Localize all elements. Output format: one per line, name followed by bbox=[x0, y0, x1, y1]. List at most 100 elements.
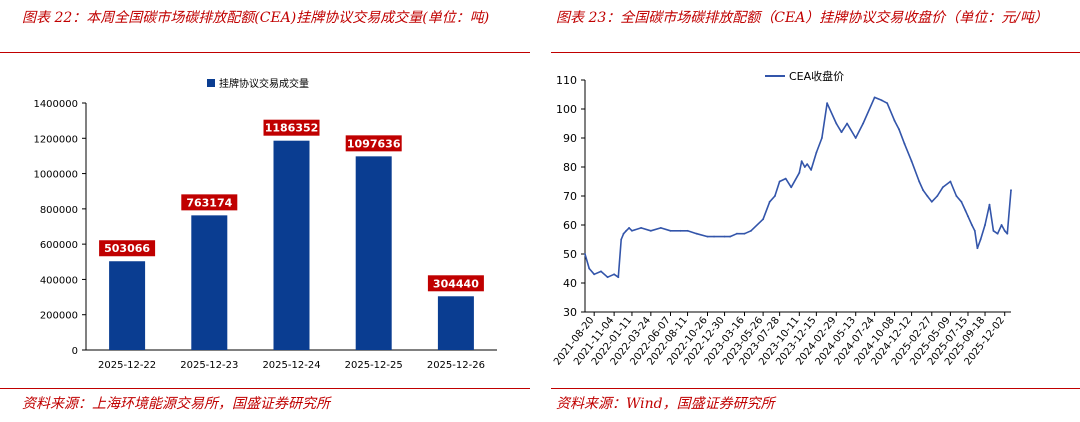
line-y-tick-label: 40 bbox=[563, 277, 577, 290]
line-point bbox=[815, 151, 818, 154]
bar-data-label: 1097636 bbox=[347, 137, 401, 150]
line-point bbox=[774, 195, 776, 197]
line-point bbox=[628, 227, 630, 229]
left-source-rule bbox=[0, 388, 530, 389]
line-y-tick-label: 80 bbox=[563, 161, 577, 174]
bar-y-tick-label: 600000 bbox=[40, 240, 78, 251]
bar-data-label: 763174 bbox=[186, 196, 232, 209]
line-point bbox=[617, 276, 620, 279]
line-point bbox=[713, 235, 715, 238]
bar-y-tick-label: 400000 bbox=[40, 275, 78, 286]
right-figure-title: 图表 23：全国碳市场碳排放配额（CEA）挂牌协议交易收盘价（单位：元/吨） bbox=[556, 10, 1049, 26]
right-figure-source: 资料来源：Wind，国盛证券研究所 bbox=[556, 396, 775, 412]
line-point bbox=[826, 102, 829, 105]
line-y-tick-label: 70 bbox=[563, 190, 577, 203]
line-point bbox=[735, 232, 738, 235]
line-point bbox=[798, 171, 801, 174]
line-point bbox=[743, 232, 746, 235]
line-point bbox=[941, 186, 944, 189]
line-point bbox=[930, 200, 933, 203]
bar-x-tick-label: 2025-12-23 bbox=[180, 360, 238, 371]
line-legend-label: CEA收盘价 bbox=[789, 69, 844, 83]
line-point bbox=[984, 224, 986, 226]
line-point bbox=[893, 119, 896, 122]
line-point bbox=[964, 209, 967, 212]
line-point bbox=[762, 218, 765, 221]
line-point bbox=[960, 200, 963, 203]
line-point bbox=[1003, 229, 1006, 232]
line-point bbox=[686, 229, 689, 232]
left-title-rule bbox=[0, 52, 530, 53]
line-point bbox=[992, 229, 995, 232]
line-point bbox=[886, 102, 889, 105]
bar-x-tick-label: 2025-12-22 bbox=[98, 360, 156, 371]
line-point bbox=[910, 160, 913, 163]
bar-y-tick-label: 1400000 bbox=[33, 99, 78, 110]
line-point bbox=[967, 215, 969, 218]
line-point bbox=[706, 235, 709, 238]
right-figure-panel: 图表 23：全国碳市场碳排放配额（CEA）挂牌协议交易收盘价（单位：元/吨） 3… bbox=[551, 0, 1080, 422]
bar-data-label: 503066 bbox=[104, 242, 150, 255]
line-point bbox=[971, 224, 973, 226]
line-y-tick-label: 50 bbox=[563, 248, 577, 261]
line-point bbox=[854, 137, 857, 139]
line-y-tick-label: 110 bbox=[556, 74, 577, 87]
line-point bbox=[679, 229, 682, 232]
line-point bbox=[898, 128, 900, 131]
bar-y-tick-label: 800000 bbox=[40, 205, 78, 216]
line-point bbox=[996, 232, 999, 235]
line-point bbox=[622, 232, 625, 235]
line-point bbox=[1000, 224, 1003, 226]
bar-data-label-bg bbox=[345, 135, 402, 152]
line-point bbox=[803, 166, 806, 168]
line-point bbox=[1010, 189, 1012, 192]
line-point bbox=[936, 195, 939, 197]
line-point bbox=[784, 177, 787, 180]
left-figure-title: 图表 22：本周全国碳市场碳排放配额(CEA)挂牌协议交易成交量(单位：吨) bbox=[22, 10, 490, 26]
line-chart: 304050607080901001102021-08-202021-11-04… bbox=[552, 69, 1012, 368]
bar-legend-swatch bbox=[207, 79, 215, 87]
line-point bbox=[922, 189, 925, 192]
line-point bbox=[649, 229, 652, 232]
line-point bbox=[620, 238, 623, 241]
line-point bbox=[806, 163, 809, 166]
bar bbox=[109, 261, 146, 350]
bar-x-tick-label: 2025-12-26 bbox=[427, 360, 485, 371]
line-point bbox=[593, 273, 596, 276]
line-point bbox=[918, 180, 921, 183]
line-point bbox=[976, 247, 979, 250]
bar-y-tick-label: 200000 bbox=[40, 311, 78, 322]
line-point bbox=[846, 122, 848, 125]
line-point bbox=[926, 195, 929, 197]
line-point bbox=[588, 267, 591, 270]
line-point bbox=[723, 235, 726, 238]
line-y-tick-label: 100 bbox=[556, 103, 577, 116]
line-point bbox=[1006, 232, 1009, 235]
bar-y-tick-label: 1000000 bbox=[33, 170, 78, 181]
line-point bbox=[625, 229, 628, 232]
bar-y-tick-label: 0 bbox=[72, 346, 78, 357]
line-point bbox=[973, 229, 976, 232]
left-figure-source: 资料来源：上海环境能源交易所，国盛证券研究所 bbox=[22, 396, 330, 412]
bar-y-tick-label: 1200000 bbox=[33, 134, 78, 145]
line-point bbox=[729, 235, 731, 238]
line-point bbox=[949, 180, 952, 183]
line-point bbox=[640, 227, 643, 229]
bar-data-label-bg bbox=[181, 194, 238, 211]
line-point bbox=[979, 238, 982, 241]
right-source-rule bbox=[551, 388, 1080, 389]
line-point bbox=[606, 276, 609, 279]
line-point bbox=[613, 273, 616, 276]
bar-x-tick-label: 2025-12-24 bbox=[262, 360, 320, 371]
line-point bbox=[800, 160, 803, 163]
line-point bbox=[903, 142, 906, 145]
bar bbox=[437, 296, 474, 350]
bar-data-label: 304440 bbox=[433, 277, 479, 290]
bar bbox=[355, 156, 392, 350]
bar-legend-label: 挂牌协议交易成交量 bbox=[219, 77, 309, 90]
line-point bbox=[810, 169, 813, 171]
line-point bbox=[840, 131, 843, 134]
bar-data-label-bg bbox=[427, 275, 484, 292]
bar bbox=[191, 215, 228, 350]
line-point bbox=[862, 122, 864, 125]
